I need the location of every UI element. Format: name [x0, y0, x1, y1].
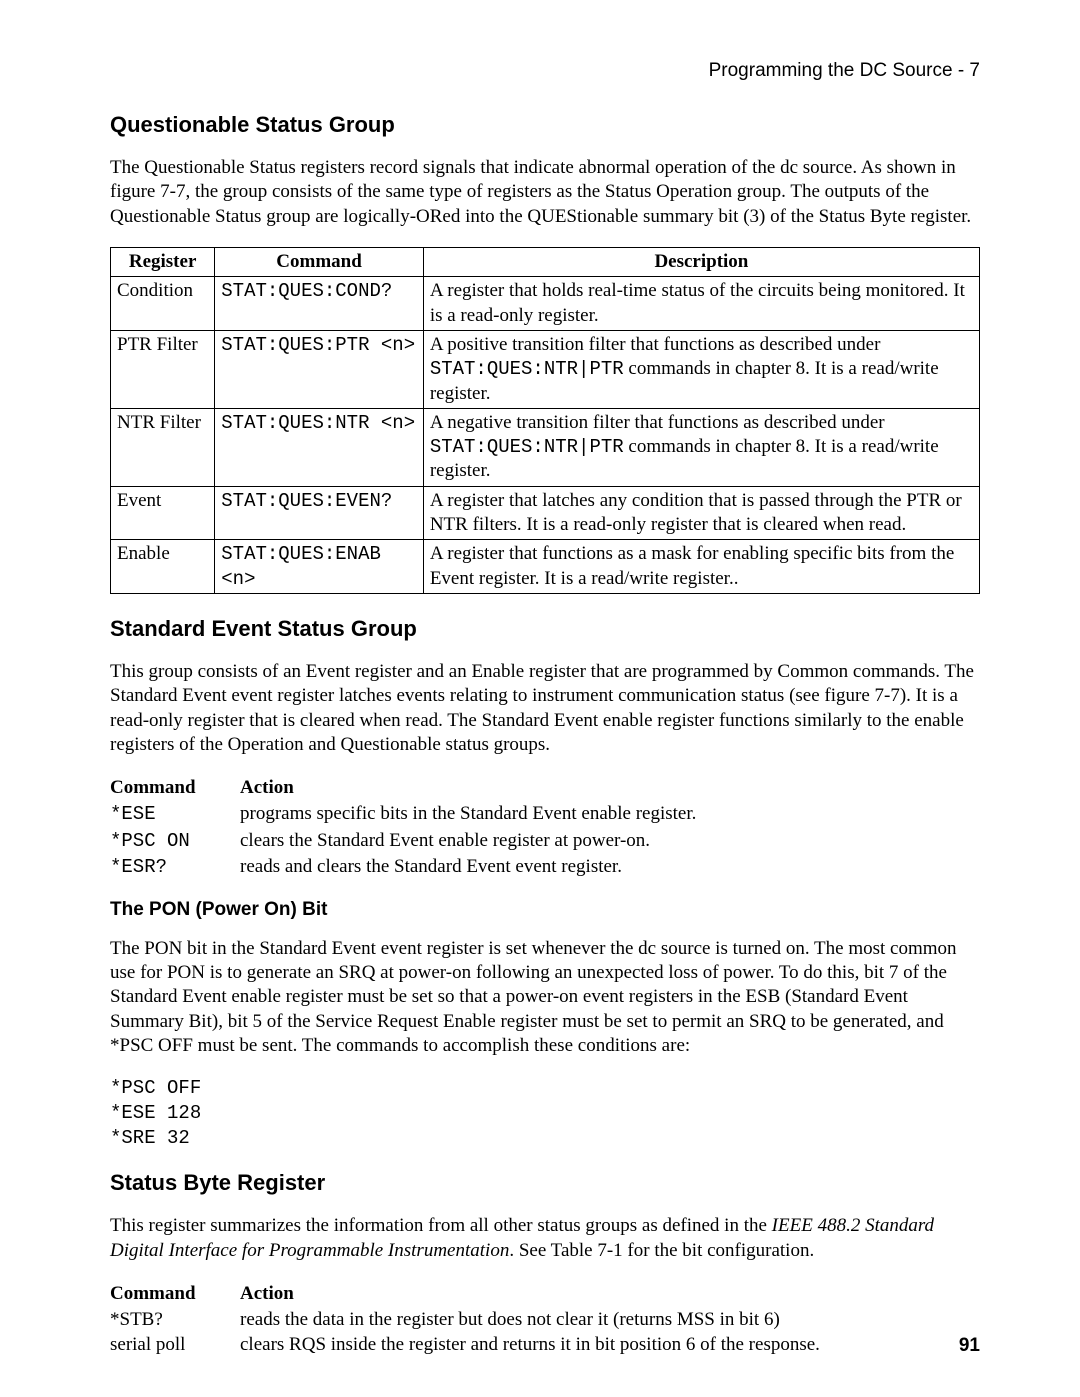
heading-pon-bit: The PON (Power On) Bit: [110, 899, 980, 921]
heading-standard-event: Standard Event Status Group: [110, 616, 980, 642]
table-header-row: Register Command Description: [111, 247, 980, 276]
page-number: 91: [959, 1335, 980, 1357]
cmd-ese: *ESE: [110, 803, 156, 825]
cmdlist-row: serial poll clears RQS inside the regist…: [110, 1332, 980, 1358]
cmd-action: clears RQS inside the register and retur…: [240, 1332, 820, 1358]
table-row: NTR Filter STAT:QUES:NTR <n> A negative …: [111, 408, 980, 486]
th-command: Command: [215, 247, 424, 276]
cell-command: STAT:QUES:ENAB <n>: [215, 540, 424, 594]
cmd-action: clears the Standard Event enable registe…: [240, 828, 650, 855]
cell-register: Event: [111, 486, 215, 540]
cmdlist-head-action: Action: [240, 775, 294, 801]
table-row: Condition STAT:QUES:COND? A register tha…: [111, 277, 980, 331]
cell-command: STAT:QUES:COND?: [215, 277, 424, 331]
page-header: Programming the DC Source - 7: [110, 60, 980, 82]
cmdlist-header: Command Action: [110, 775, 980, 801]
table-row: Enable STAT:QUES:ENAB <n> A register tha…: [111, 540, 980, 594]
cell-register: Condition: [111, 277, 215, 331]
cmdlist-status-byte: Command Action *STB? reads the data in t…: [110, 1281, 980, 1358]
cell-description: A register that latches any condition th…: [423, 486, 979, 540]
cmd-psc-on: *PSC ON: [110, 830, 190, 852]
heading-questionable-status: Questionable Status Group: [110, 112, 980, 138]
cmd-serial-poll: serial poll: [110, 1332, 240, 1358]
cell-command: STAT:QUES:EVEN?: [215, 486, 424, 540]
heading-status-byte: Status Byte Register: [110, 1170, 980, 1196]
cmdlist-row: *ESE programs specific bits in the Stand…: [110, 801, 980, 828]
para-standard-event: This group consists of an Event register…: [110, 660, 980, 757]
cmdlist-standard-event: Command Action *ESE programs specific bi…: [110, 775, 980, 881]
code-pon-commands: *PSC OFF *ESE 128 *SRE 32: [110, 1076, 980, 1150]
cell-register: Enable: [111, 540, 215, 594]
th-register: Register: [111, 247, 215, 276]
para-questionable-status: The Questionable Status registers record…: [110, 156, 980, 229]
para-status-byte: This register summarizes the information…: [110, 1214, 980, 1263]
table-row: Event STAT:QUES:EVEN? A register that la…: [111, 486, 980, 540]
para-pon-bit: The PON bit in the Standard Event event …: [110, 937, 980, 1059]
cmdlist-header: Command Action: [110, 1281, 980, 1307]
cell-command: STAT:QUES:NTR <n>: [215, 408, 424, 486]
cmd-stb: *STB?: [110, 1307, 240, 1333]
cell-description: A register that holds real-time status o…: [423, 277, 979, 331]
table-questionable-registers: Register Command Description Condition S…: [110, 247, 980, 594]
page: Programming the DC Source - 7 Questionab…: [0, 0, 1080, 1397]
cell-description: A register that functions as a mask for …: [423, 540, 979, 594]
table-row: PTR Filter STAT:QUES:PTR <n> A positive …: [111, 330, 980, 408]
cmdlist-head-command: Command: [110, 1281, 240, 1307]
th-description: Description: [423, 247, 979, 276]
cell-description: A positive transition filter that functi…: [423, 330, 979, 408]
cell-description: A negative transition filter that functi…: [423, 408, 979, 486]
cmd-action: reads and clears the Standard Event even…: [240, 854, 622, 881]
cmd-action: programs specific bits in the Standard E…: [240, 801, 696, 828]
cell-register: PTR Filter: [111, 330, 215, 408]
cmdlist-row: *STB? reads the data in the register but…: [110, 1307, 980, 1333]
cmdlist-head-action: Action: [240, 1281, 294, 1307]
cmdlist-row: *ESR? reads and clears the Standard Even…: [110, 854, 980, 881]
cmdlist-head-command: Command: [110, 775, 240, 801]
cmd-esr: *ESR?: [110, 856, 167, 878]
cmdlist-row: *PSC ON clears the Standard Event enable…: [110, 828, 980, 855]
cell-command: STAT:QUES:PTR <n>: [215, 330, 424, 408]
cmd-action: reads the data in the register but does …: [240, 1307, 780, 1333]
cell-register: NTR Filter: [111, 408, 215, 486]
